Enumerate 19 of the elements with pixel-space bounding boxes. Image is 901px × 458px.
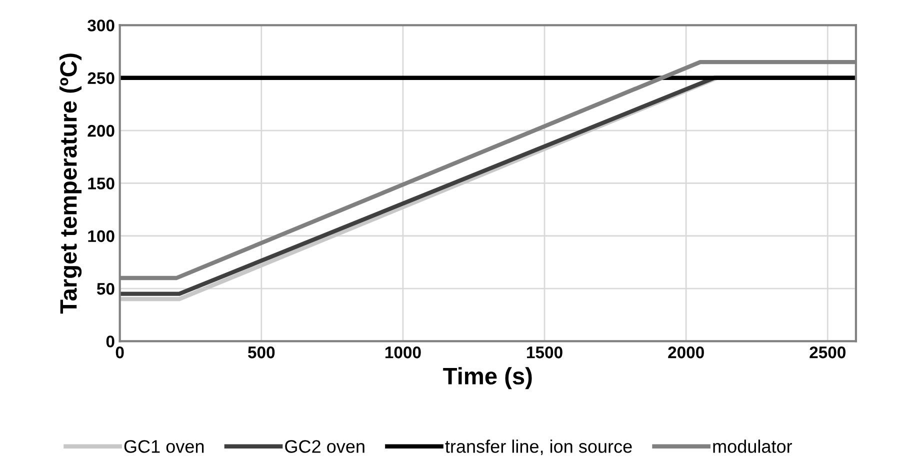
legend-label: transfer line, ion source: [445, 440, 632, 456]
y-tick-label: 150: [88, 178, 114, 190]
y-tick-label: 200: [88, 124, 114, 137]
x-axis-title: Time (s): [443, 367, 532, 390]
legend-label: GC2 oven: [285, 440, 364, 453]
y-axis-title: Target temperature (ºC): [60, 54, 82, 314]
y-tick-label: 100: [88, 230, 114, 242]
x-tick-label: 500: [248, 346, 275, 358]
legend-label: modulator: [713, 440, 792, 453]
legend-label: GC1 oven: [124, 440, 204, 453]
y-tick-label: 50: [96, 282, 114, 295]
y-tick-label: 0: [106, 336, 114, 348]
y-tick-label: 250: [88, 72, 114, 84]
x-tick-label: 1000: [385, 346, 421, 358]
x-tick-label: 1500: [527, 346, 562, 358]
x-tick-label: 0: [116, 346, 124, 358]
x-tick-label: 2000: [668, 346, 704, 358]
y-tick-label: 300: [88, 20, 114, 32]
x-tick-label: 2500: [810, 346, 846, 358]
